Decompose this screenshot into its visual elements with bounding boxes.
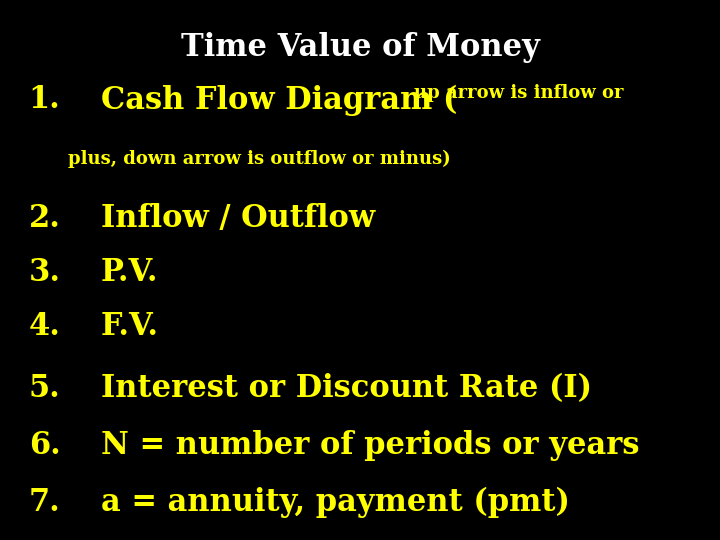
Text: 4.: 4.: [29, 311, 60, 342]
Text: N = number of periods or years: N = number of periods or years: [101, 430, 639, 461]
Text: Inflow / Outflow: Inflow / Outflow: [101, 203, 375, 234]
Text: a = annuity, payment (pmt): a = annuity, payment (pmt): [101, 487, 570, 518]
Text: 1.: 1.: [29, 84, 60, 116]
Text: F.V.: F.V.: [101, 311, 159, 342]
Text: 5.: 5.: [29, 373, 60, 404]
Text: 7.: 7.: [29, 487, 60, 518]
Text: Cash Flow Diagram (: Cash Flow Diagram (: [101, 84, 457, 116]
Text: 3.: 3.: [29, 257, 60, 288]
Text: 2.: 2.: [29, 203, 60, 234]
Text: plus, down arrow is outflow or minus): plus, down arrow is outflow or minus): [68, 150, 451, 168]
Text: Interest or Discount Rate (I): Interest or Discount Rate (I): [101, 373, 592, 404]
Text: Time Value of Money: Time Value of Money: [181, 32, 539, 63]
Text: up arrow is inflow or: up arrow is inflow or: [414, 84, 624, 103]
Text: 6.: 6.: [29, 430, 60, 461]
Text: P.V.: P.V.: [101, 257, 158, 288]
